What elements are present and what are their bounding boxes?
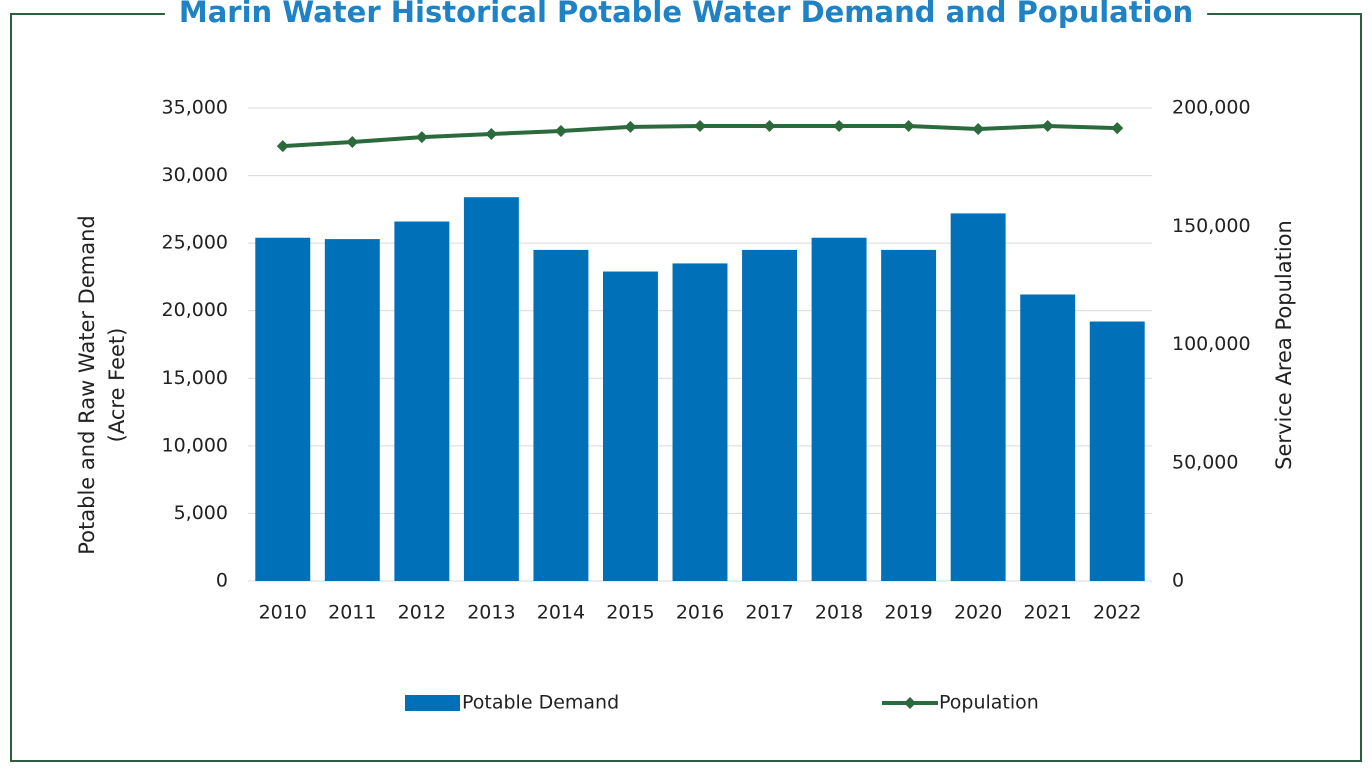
y-tick-label: 25,000 xyxy=(162,232,228,254)
y2-tick-label: 100,000 xyxy=(1172,333,1251,355)
x-tick-label: 2011 xyxy=(328,602,376,624)
title-background xyxy=(164,0,1208,30)
x-tick-label: 2019 xyxy=(884,602,932,624)
marker xyxy=(276,140,289,153)
marker xyxy=(1111,122,1124,135)
bar xyxy=(742,249,798,581)
bar xyxy=(950,213,1006,581)
marker xyxy=(763,119,776,132)
y-tick-label: 10,000 xyxy=(162,434,228,456)
marker xyxy=(833,119,846,132)
y-tick-label: 5,000 xyxy=(174,502,228,524)
marker xyxy=(485,128,498,141)
marker xyxy=(346,136,359,149)
bar xyxy=(602,271,658,581)
y-tick-label: 30,000 xyxy=(162,164,228,186)
bar xyxy=(255,237,311,582)
bar xyxy=(672,263,728,581)
legend-swatch xyxy=(405,695,460,711)
x-tick-label: 2016 xyxy=(676,602,724,624)
x-tick-label: 2021 xyxy=(1024,602,1072,624)
y2-tick-label: 0 xyxy=(1172,570,1184,592)
x-tick-label: 2015 xyxy=(606,602,654,624)
legend-marker xyxy=(904,697,916,709)
y2-tick-label: 200,000 xyxy=(1172,97,1251,119)
x-tick-label: 2022 xyxy=(1093,602,1141,624)
chart-title: Marin Water Historical Potable Water Dem… xyxy=(179,0,1193,29)
x-tick-label: 2017 xyxy=(745,602,793,624)
x-tick-label: 2018 xyxy=(815,602,863,624)
y-tick-label: 0 xyxy=(216,570,228,592)
bar xyxy=(1089,321,1145,581)
y2-tick-label: 50,000 xyxy=(1172,451,1238,473)
y2-tick-label: 150,000 xyxy=(1172,215,1251,237)
y-axis-label: Potable and Raw Water Demand xyxy=(75,215,99,554)
bar xyxy=(1020,294,1076,581)
x-tick-label: 2020 xyxy=(954,602,1002,624)
bar xyxy=(811,237,867,582)
marker xyxy=(554,124,567,137)
x-tick-label: 2014 xyxy=(537,602,585,624)
bar xyxy=(463,197,519,582)
x-tick-label: 2012 xyxy=(398,602,446,624)
x-tick-label: 2010 xyxy=(259,602,307,624)
y-tick-label: 20,000 xyxy=(162,299,228,321)
y2-axis-label: Service Area Population xyxy=(1272,220,1296,470)
marker xyxy=(972,123,985,136)
legend-label: Population xyxy=(939,692,1039,714)
x-tick-label: 2013 xyxy=(467,602,515,624)
y-axis-label: (Acre Feet) xyxy=(105,328,129,443)
bar xyxy=(533,249,589,581)
y-tick-label: 35,000 xyxy=(162,97,228,119)
bar xyxy=(881,249,937,581)
marker xyxy=(694,119,706,132)
legend-label: Potable Demand xyxy=(462,692,619,714)
marker xyxy=(1041,119,1054,132)
bar xyxy=(324,239,380,582)
marker xyxy=(902,119,915,132)
y-tick-label: 15,000 xyxy=(162,367,228,389)
bar xyxy=(394,221,450,581)
marker xyxy=(624,120,637,133)
marker xyxy=(415,131,428,144)
